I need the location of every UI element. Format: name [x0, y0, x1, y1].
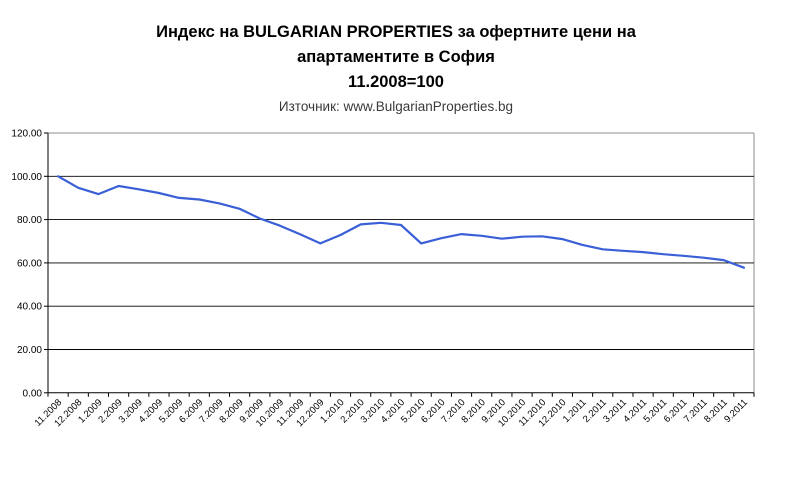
price-index-line — [56, 175, 746, 269]
y-tick-label: 20.00 — [17, 345, 42, 356]
chart-title-line1: Индекс на BULGARIAN PROPERTIES за офертн… — [156, 23, 636, 41]
y-tick-label: 100.00 — [11, 172, 42, 183]
y-tick-label: 40.00 — [17, 302, 42, 313]
y-tick-label: 120.00 — [11, 129, 42, 140]
y-tick-label: 60.00 — [17, 258, 42, 269]
y-tick-label: 80.00 — [17, 215, 42, 226]
chart-title-line2: апартаментите в София — [297, 48, 495, 66]
y-tick-label: 0.00 — [23, 388, 43, 399]
x-tick-label: 9.2011 — [722, 397, 750, 425]
chart-title-line3: 11.2008=100 — [348, 73, 444, 91]
chart-source-label: Източник: www.BulgarianProperties.bg — [278, 99, 514, 114]
chart-header: Индекс на BULGARIAN PROPERTIES за офертн… — [0, 20, 792, 117]
